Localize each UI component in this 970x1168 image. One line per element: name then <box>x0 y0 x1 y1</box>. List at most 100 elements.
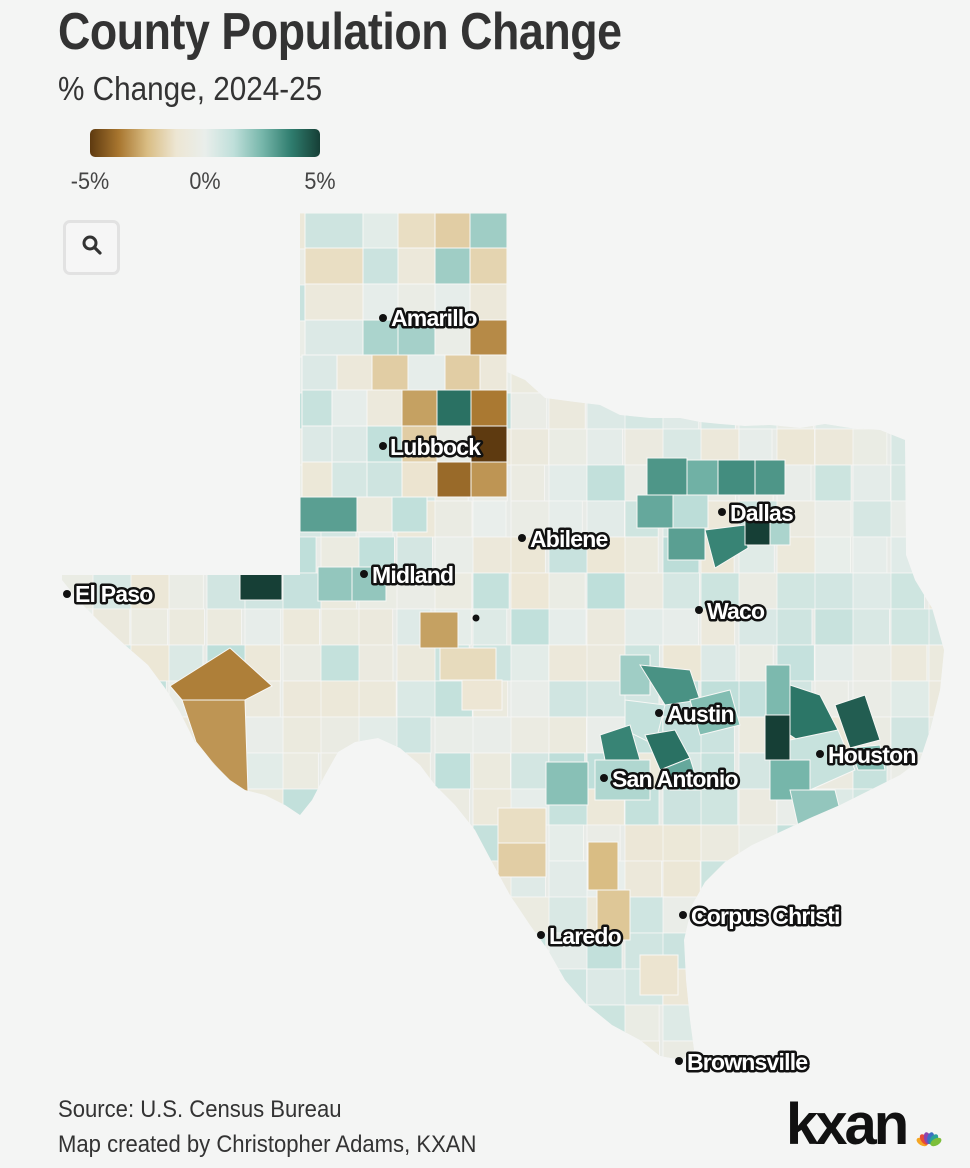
county-childress[interactable]: Childress: -0.9% <box>479 354 508 391</box>
county-swisher[interactable]: Swisher: -2% <box>371 354 409 391</box>
county-starr[interactable]: Starr: -2.2% <box>596 889 631 941</box>
county-tile <box>586 248 630 286</box>
county-potter[interactable]: Potter: 0.1% <box>362 283 399 321</box>
county-moore[interactable]: Moore: 0.9% <box>362 247 399 285</box>
county-bailey[interactable]: Bailey: 1% <box>301 389 333 427</box>
search-button[interactable] <box>63 220 120 275</box>
county-motley[interactable]: Motley: 4% <box>436 389 472 427</box>
county-grayson[interactable]: Grayson: 3.2% <box>754 459 786 496</box>
county-tile <box>852 1040 895 1060</box>
county-ellis[interactable]: Ellis: 3.6% <box>704 524 749 569</box>
county-hall[interactable]: Hall: -2% <box>444 354 481 391</box>
county-castro[interactable]: Castro: -0.9% <box>336 354 373 391</box>
county-tile <box>776 968 820 1006</box>
county-tile <box>282 536 317 574</box>
county-tile <box>168 1040 203 1060</box>
county-tile <box>548 320 592 358</box>
county-johnson[interactable]: Johnson: 3% <box>667 527 706 561</box>
county-liberty[interactable]: Liberty: 4.4% <box>834 694 881 749</box>
county-tile <box>92 536 133 574</box>
county-bastrop[interactable]: Bastrop: 2.3% <box>689 689 741 736</box>
county-loving[interactable]: Loving: 5% <box>239 572 283 601</box>
county-denton[interactable]: Denton: 3.2% <box>646 457 688 496</box>
county-donley[interactable]: Donley: -0.2% <box>434 319 471 356</box>
county-brooks[interactable]: Brooks: -1.3% <box>639 954 679 996</box>
county-tile <box>890 788 928 826</box>
county-tile <box>358 1004 399 1042</box>
county-guadalupe[interactable]: Guadalupe: 2.8% <box>659 757 701 791</box>
county-wise[interactable]: Wise: 2.6% <box>684 459 719 496</box>
county-deaf-smith[interactable]: Deaf Smith: 0.4% <box>304 319 364 356</box>
county-collin[interactable]: Collin: 3.4% <box>717 459 756 496</box>
county-rockwall[interactable]: Rockwall: 1.6% <box>769 519 791 546</box>
county-wheeler[interactable]: Wheeler: -0.9% <box>469 283 508 321</box>
county-jeff-davis[interactable]: Jeff Davis: -3.6% <box>169 647 273 701</box>
county-kent[interactable]: Kent: -4% <box>436 461 472 498</box>
county-schleicher[interactable]: Schleicher: -1.6% <box>439 647 497 681</box>
county-chambers[interactable]: Chambers: 2.2% <box>849 744 886 771</box>
county-lynn[interactable]: Lynn: 0.8% <box>366 461 403 498</box>
county-hale[interactable]: Hale: -0.8% <box>366 389 403 427</box>
county-tile <box>320 752 359 790</box>
county-hidalgo[interactable]: Hidalgo: -2.5% <box>587 841 619 891</box>
county-borden[interactable]: Borden: 1.2% <box>391 496 428 533</box>
county-andrews[interactable]: Andrews: 2% <box>317 566 353 602</box>
county-lamb[interactable]: Lamb: 0.1% <box>331 389 368 427</box>
county-brazoria[interactable]: Brazoria: 2% <box>789 789 846 836</box>
county-hutchinson[interactable]: Hutchinson: -0.9% <box>397 247 436 285</box>
county-tile <box>890 213 927 250</box>
county-tarrant[interactable]: Tarrant: 1.3% <box>672 494 709 529</box>
county-tile <box>586 572 629 610</box>
county-sherman[interactable]: Sherman: 0.2% <box>362 213 399 249</box>
county-tile <box>852 1004 889 1042</box>
city-midland: Midland <box>360 560 457 591</box>
county-parmer[interactable]: Parmer: 0.4% <box>301 354 338 391</box>
county-webb[interactable]: Webb: -2% <box>497 842 547 878</box>
county-armstrong[interactable]: Armstrong: 1.7% <box>397 319 436 356</box>
county-reagan[interactable]: Reagan: -3% <box>419 611 459 649</box>
county-hemphill[interactable]: Hemphill: -1.8% <box>469 247 508 285</box>
county-hartley[interactable]: Hartley: -1.5% <box>304 247 364 285</box>
county-tile <box>396 644 439 682</box>
county-stonewall[interactable]: Stonewall: -3.2% <box>470 461 508 498</box>
county-lipscomb[interactable]: Lipscomb: 1.8% <box>469 213 508 249</box>
county-tile <box>814 1040 849 1060</box>
county-burnet[interactable]: Burnet: 1.8% <box>619 654 651 696</box>
county-gaines[interactable]: Gaines: 3% <box>299 496 358 533</box>
county-oldham[interactable]: Oldham: -0.8% <box>304 283 364 321</box>
county-presidio[interactable]: Presidio: -3.2% <box>181 699 249 793</box>
county-tile <box>890 464 934 502</box>
county-hockley[interactable]: Hockley: 0.4% <box>331 425 368 463</box>
county-tile <box>130 572 172 610</box>
county-ochiltree[interactable]: Ochiltree: -2% <box>434 213 471 249</box>
county-ector[interactable]: Ector: 2% <box>351 566 387 602</box>
county-grimes[interactable]: Grimes: 2.4% <box>765 664 791 721</box>
county-roberts[interactable]: Roberts: 1.8% <box>434 247 471 285</box>
county-cottle[interactable]: Cottle: -3.7% <box>470 389 508 427</box>
county-dallam[interactable]: Dallam: 0.8% <box>304 213 364 249</box>
county-garza[interactable]: Garza: -1.3% <box>401 461 438 498</box>
county-parker[interactable]: Parker: 2.8% <box>636 494 674 529</box>
county-terry[interactable]: Terry: 0.6% <box>331 461 368 498</box>
county-dawson[interactable]: Dawson: -0.7% <box>356 496 393 533</box>
city-corpus-christi: Corpus Christi <box>679 901 843 932</box>
county-tile <box>320 788 356 826</box>
county-briscoe[interactable]: Briscoe: 0.1% <box>407 354 446 391</box>
county-tile <box>434 860 470 898</box>
county-tile <box>282 1040 319 1060</box>
county-collingsworth[interactable]: Collingsworth: -3.4% <box>469 319 508 356</box>
county-king[interactable]: King: -5% <box>470 425 508 463</box>
county-tile <box>814 1004 855 1042</box>
county-hansford[interactable]: Hansford: -1.5% <box>397 213 436 249</box>
county-cochran[interactable]: Cochran: 0.4% <box>301 425 333 463</box>
county-tile <box>738 824 783 862</box>
county-dimmit[interactable]: Dimmit: -1.5% <box>497 807 547 844</box>
county-sutton[interactable]: Sutton: -1.2% <box>461 679 503 711</box>
county-floyd[interactable]: Floyd: -3% <box>401 389 438 427</box>
county-tile <box>244 428 283 466</box>
county-medina[interactable]: Medina: 2.2% <box>545 761 589 806</box>
county-tile <box>206 536 245 574</box>
county-yoakum[interactable]: Yoakum: -1% <box>301 461 333 498</box>
county-waller[interactable]: Waller: 5% <box>764 714 791 761</box>
